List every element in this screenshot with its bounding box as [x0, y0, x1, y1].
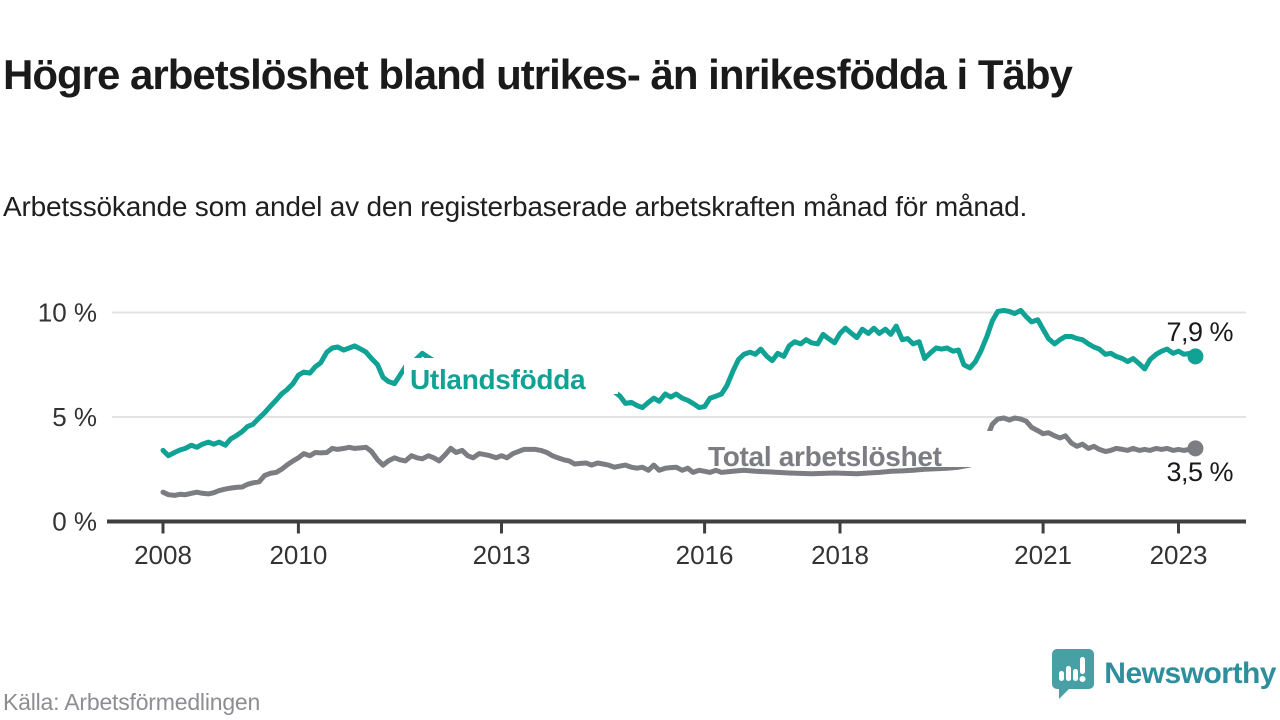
series-label-total: Total arbetslöshet	[708, 441, 942, 472]
y-tick-label-10: 10 %	[38, 298, 97, 328]
series-label-utlandsfodda: Utlandsfödda	[410, 364, 586, 395]
x-tick-label-2013: 2013	[473, 540, 531, 570]
series-end-value-utlandsfodda: 7,9 %	[1166, 317, 1233, 347]
page-title: Högre arbetslöshet bland utrikes- än inr…	[3, 51, 1073, 99]
series-label-mask	[404, 358, 618, 394]
series-line-total	[160, 415, 1198, 498]
y-tick-label-5: 5 %	[52, 402, 97, 432]
x-tick-label-2008: 2008	[134, 540, 192, 570]
source-note: Källa: Arbetsförmedlingen	[3, 689, 261, 715]
y-tick-label-0: 0 %	[52, 507, 97, 537]
newsworthy-logo-link[interactable]: Newsworthy	[1051, 645, 1276, 703]
series-end-value-total: 3,5 %	[1166, 457, 1233, 487]
speech-bubble-bar-chart-icon	[1052, 649, 1095, 699]
series-end-dot-utlandsfodda	[1187, 348, 1204, 365]
x-tick-label-2010: 2010	[269, 540, 327, 570]
series-line-utlandsfodda	[160, 307, 1198, 459]
x-tick-label-2018: 2018	[811, 540, 869, 570]
x-tick-label-2016: 2016	[676, 540, 734, 570]
series-end-dot-total	[1187, 440, 1204, 457]
x-tick-label-2021: 2021	[1014, 540, 1072, 570]
x-tick-label-2023: 2023	[1150, 540, 1208, 570]
series-label-mask	[702, 431, 994, 467]
newsworthy-logo-text: Newsworthy	[1104, 657, 1276, 690]
page-subtitle: Arbetssökande som andel av den registerb…	[3, 191, 1028, 222]
